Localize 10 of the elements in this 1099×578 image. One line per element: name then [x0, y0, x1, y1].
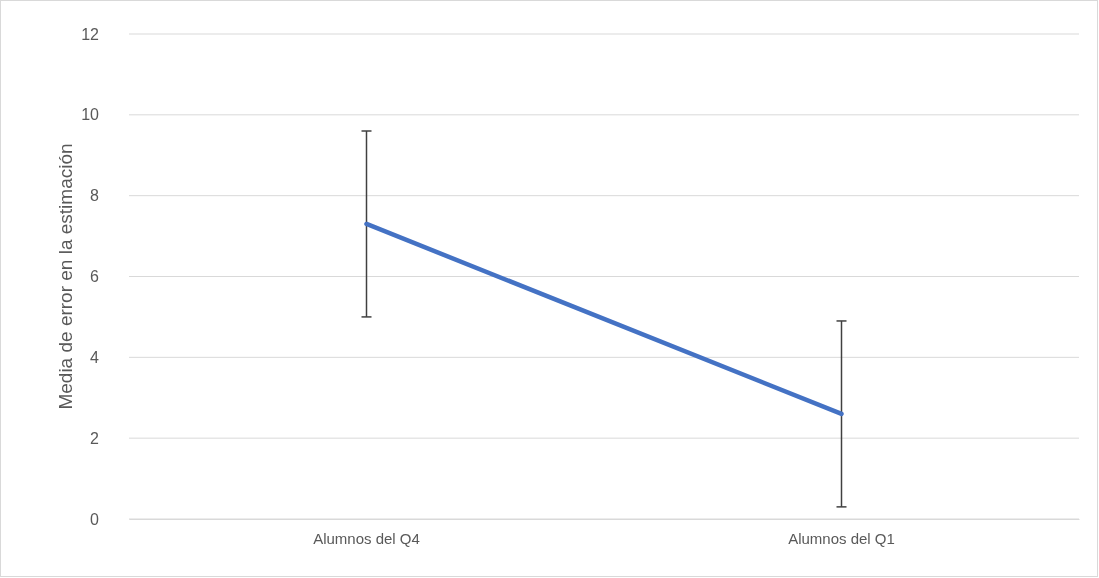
y-tick-label: 8 — [90, 187, 100, 205]
y-tick-label: 12 — [81, 25, 100, 43]
y-tick-label: 6 — [90, 268, 100, 286]
y-tick-label: 2 — [90, 429, 100, 447]
y-tick-label: 4 — [90, 348, 100, 366]
x-tick-label: Alumnos del Q1 — [788, 529, 895, 547]
x-tick-label: Alumnos del Q4 — [313, 529, 420, 547]
y-tick-label: 0 — [90, 510, 100, 528]
y-tick-label: 10 — [81, 106, 100, 124]
y-axis-title: Media de error en la estimación — [55, 143, 76, 410]
